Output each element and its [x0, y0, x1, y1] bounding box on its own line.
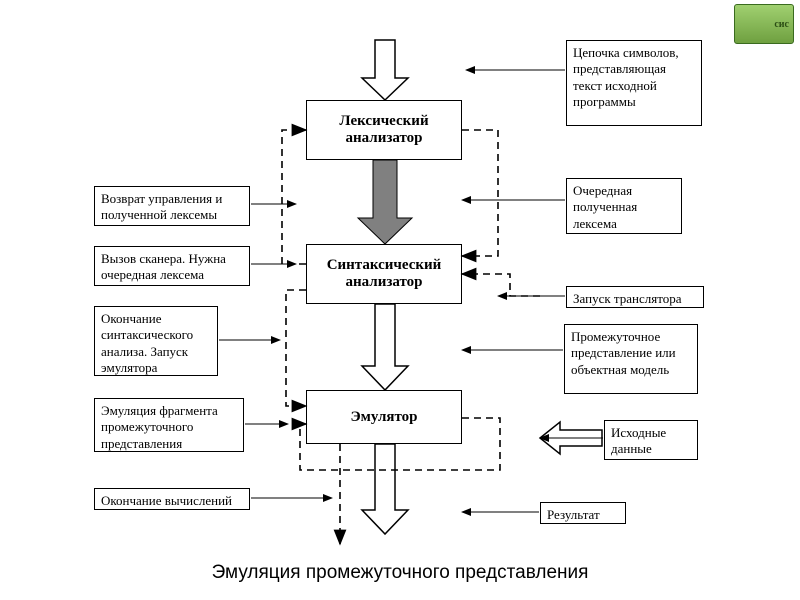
dashed-lexical-to-syntax — [462, 130, 498, 256]
dashed-start-translator — [462, 274, 540, 296]
hollow-arrow-syntax-to-emu — [362, 304, 408, 390]
hollow-arrow-emu-out — [362, 444, 408, 534]
hollow-arrow-input — [362, 40, 408, 100]
thick-arrow-lex-to-syntax — [358, 160, 412, 244]
dashed-syntax-to-emulator — [286, 290, 306, 406]
arrows-layer — [0, 0, 800, 600]
dashed-syntax-to-lexical — [282, 130, 306, 264]
dashed-emulator-loop — [300, 418, 500, 470]
